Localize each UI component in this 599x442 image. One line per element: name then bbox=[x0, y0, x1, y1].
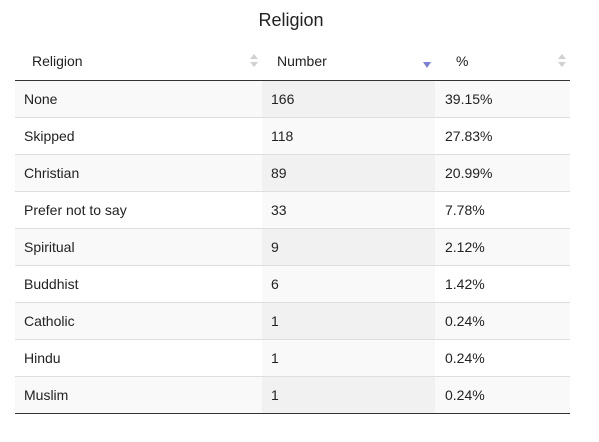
cell-religion: Hindu bbox=[15, 339, 262, 377]
religion-table-container: Religion Number % None 166 39.15% Skipped 11… bbox=[15, 42, 570, 414]
cell-religion: Skipped bbox=[15, 117, 262, 155]
table-title: Religion bbox=[258, 10, 324, 30]
cell-number: 33 bbox=[262, 191, 435, 229]
column-header-number[interactable]: Number bbox=[262, 42, 435, 81]
cell-number: 166 bbox=[262, 80, 435, 118]
cell-religion: None bbox=[15, 80, 262, 118]
cell-percent: 20.99% bbox=[435, 154, 570, 192]
cell-religion: Buddhist bbox=[15, 265, 262, 303]
cell-percent: 7.78% bbox=[435, 191, 570, 229]
cell-number: 1 bbox=[262, 302, 435, 340]
cell-number: 6 bbox=[262, 265, 435, 303]
cell-number: 1 bbox=[262, 376, 435, 414]
table-row: Muslim 1 0.24% bbox=[15, 376, 570, 414]
cell-religion: Christian bbox=[15, 154, 262, 192]
column-header-label: Religion bbox=[32, 53, 83, 69]
cell-number: 1 bbox=[262, 339, 435, 377]
cell-percent: 39.15% bbox=[435, 80, 570, 118]
cell-percent: 0.24% bbox=[435, 376, 570, 414]
table-row: Prefer not to say 33 7.78% bbox=[15, 191, 570, 229]
cell-percent: 2.12% bbox=[435, 228, 570, 266]
cell-percent: 27.83% bbox=[435, 117, 570, 155]
sort-descending-icon bbox=[423, 62, 431, 68]
table-row: Skipped 118 27.83% bbox=[15, 117, 570, 155]
cell-number: 118 bbox=[262, 117, 435, 155]
column-header-religion[interactable]: Religion bbox=[15, 42, 262, 81]
table-row: None 166 39.15% bbox=[15, 80, 570, 118]
cell-percent: 0.24% bbox=[435, 302, 570, 340]
religion-table: Religion Number % None 166 39.15% Skipped 11… bbox=[15, 42, 570, 414]
cell-number: 9 bbox=[262, 228, 435, 266]
cell-religion: Muslim bbox=[15, 376, 262, 414]
sort-both-icon bbox=[250, 54, 258, 68]
cell-religion: Prefer not to say bbox=[15, 191, 262, 229]
table-row: Christian 89 20.99% bbox=[15, 154, 570, 192]
cell-religion: Catholic bbox=[15, 302, 262, 340]
sort-both-icon bbox=[558, 54, 566, 68]
cell-percent: 1.42% bbox=[435, 265, 570, 303]
table-header-row: Religion Number % bbox=[15, 42, 570, 81]
column-header-percent[interactable]: % bbox=[435, 42, 570, 81]
table-row: Catholic 1 0.24% bbox=[15, 302, 570, 340]
table-row: Spiritual 9 2.12% bbox=[15, 228, 570, 266]
column-header-label: Number bbox=[277, 53, 327, 69]
cell-religion: Spiritual bbox=[15, 228, 262, 266]
cell-percent: 0.24% bbox=[435, 339, 570, 377]
table-row: Buddhist 6 1.42% bbox=[15, 265, 570, 303]
cell-number: 89 bbox=[262, 154, 435, 192]
column-header-label: % bbox=[456, 53, 469, 69]
table-body: None 166 39.15% Skipped 118 27.83% Christian 89… bbox=[15, 80, 570, 414]
table-row: Hindu 1 0.24% bbox=[15, 339, 570, 377]
